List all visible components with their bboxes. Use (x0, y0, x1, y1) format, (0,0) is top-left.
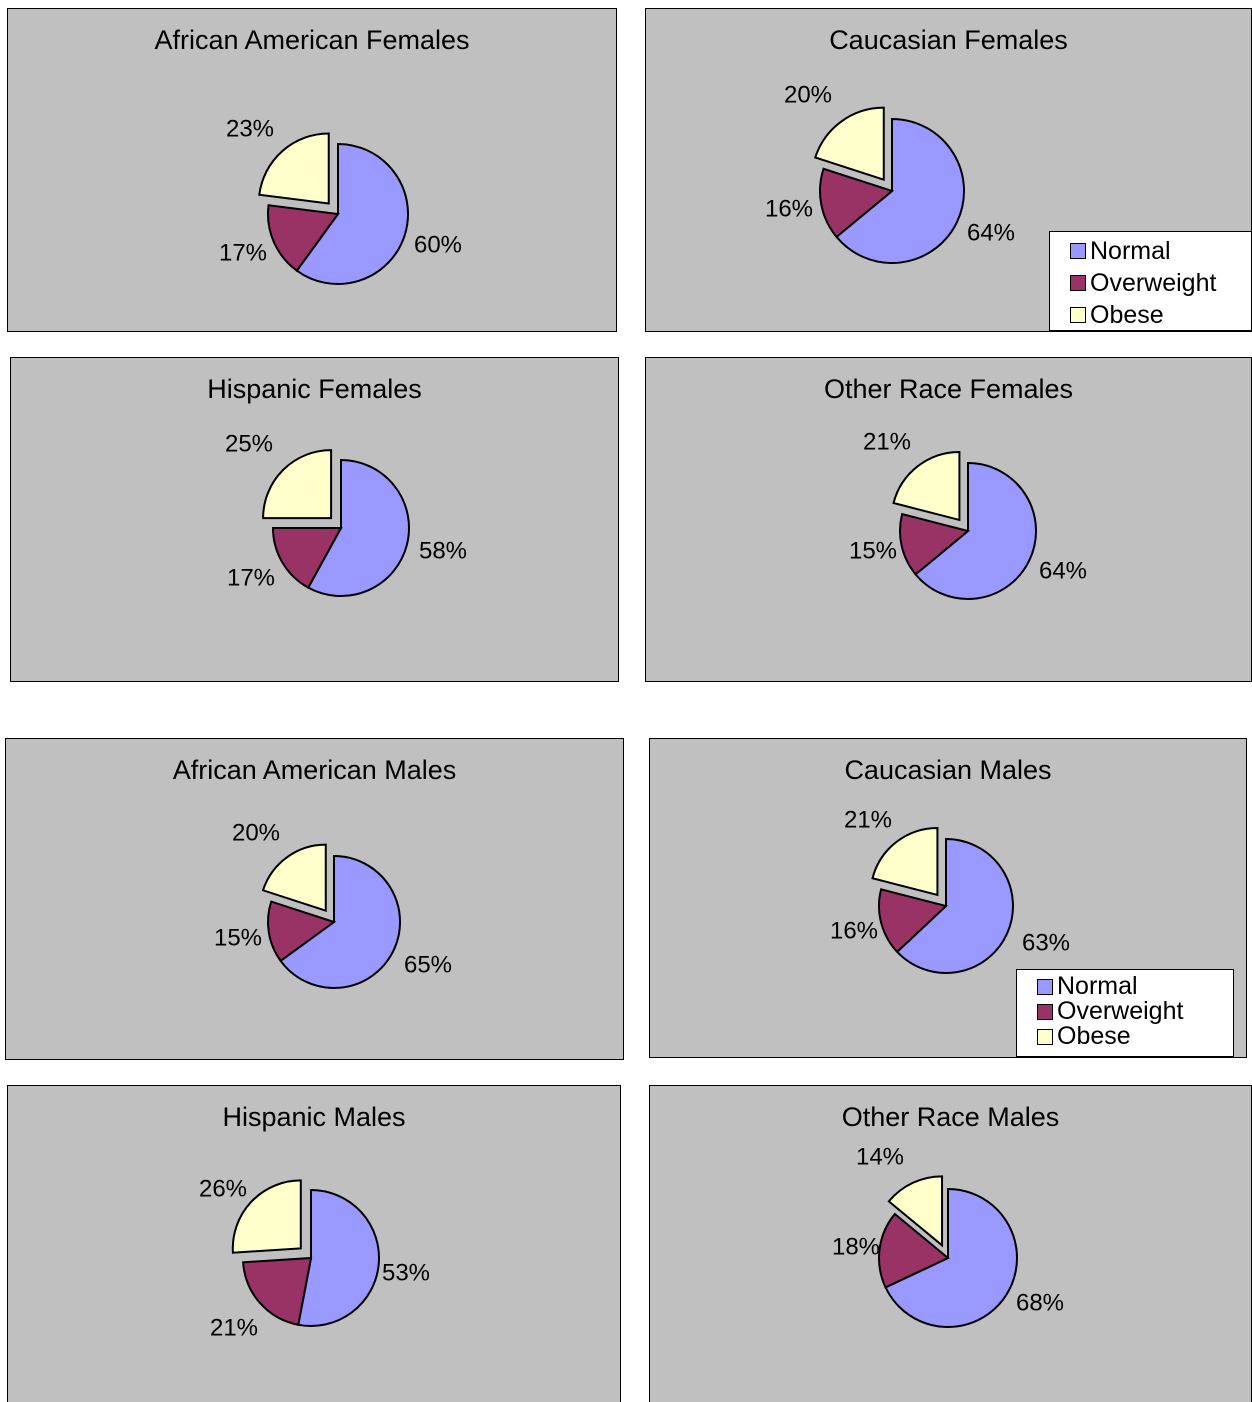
data-label-overweight: 15% (849, 538, 897, 565)
pie-slice-normal (835, 117, 965, 264)
chart-panel-other-race-males: Other Race Males 68% 18% 14% (649, 1085, 1252, 1402)
pie-chart: 53% 21% 26% (199, 1176, 430, 1342)
pie-slice-normal (306, 458, 410, 597)
data-label-obese: 20% (784, 82, 832, 109)
data-label-normal: 68% (1016, 1290, 1064, 1317)
pie-chart: 65% 15% 20% (214, 820, 452, 989)
legend-swatch-overweight (1037, 1003, 1053, 1020)
chart-panel-hispanic-males: Hispanic Males 53% 21% 26% (7, 1085, 621, 1402)
pie-slice-overweight (267, 204, 340, 273)
legend-label: Overweight (1090, 268, 1217, 297)
legend-swatch-obese (1037, 1028, 1053, 1045)
pie-slice-overweight (267, 900, 337, 963)
data-label-overweight: 18% (832, 1234, 880, 1261)
pie-slice-normal (895, 837, 1014, 974)
pie-slice-normal (295, 142, 409, 285)
legend-item-obese: Obese (1070, 299, 1251, 331)
pie-chart: 63% 16% 21% (830, 807, 1070, 974)
data-label-overweight: 15% (214, 925, 262, 952)
pie-slice-normal (914, 461, 1037, 600)
chart-panel-hispanic-females: Hispanic Females 58% 17% 25% (10, 357, 619, 682)
chart-title: African American Males (172, 755, 457, 785)
data-label-obese: 20% (232, 820, 280, 847)
legend-label: Normal (1057, 972, 1138, 1000)
legend: Normal Overweight Obese (1049, 231, 1251, 331)
legend-item-normal: Normal (1037, 972, 1233, 1000)
pie-slice-overweight (242, 1256, 313, 1326)
chart-title: Other Race Females (823, 374, 1074, 404)
data-label-normal: 64% (967, 220, 1015, 247)
pie-slice-normal (279, 854, 401, 989)
legend-item-overweight: Overweight (1037, 997, 1233, 1025)
data-label-overweight: 16% (830, 918, 878, 945)
chart-title: Hispanic Females (207, 374, 422, 404)
legend-swatch-overweight (1070, 275, 1086, 291)
pie-slice-obese (892, 450, 961, 522)
legend-label: Obese (1090, 300, 1164, 329)
legend-label: Overweight (1057, 997, 1184, 1025)
data-label-overweight: 17% (227, 565, 275, 592)
pie-slice-normal (884, 1187, 1018, 1328)
pie-slice-obese (258, 132, 330, 205)
data-label-obese: 14% (856, 1144, 904, 1171)
chart-title: Caucasian Males (844, 755, 1052, 785)
pie-slice-overweight (878, 888, 949, 954)
data-label-normal: 65% (404, 952, 452, 979)
pie-slice-obese (887, 1175, 944, 1248)
pie-chart: 58% 17% 25% (225, 431, 467, 597)
chart-panel-caucasian-females: Caucasian Females 64% 16% 20% Normal Overweig… (645, 8, 1252, 332)
pie-chart: 68% 18% 14% (832, 1144, 1064, 1328)
legend-swatch-obese (1070, 307, 1086, 323)
legend-swatch-normal (1070, 243, 1086, 259)
legend-label: Normal (1090, 236, 1171, 265)
data-label-obese: 21% (844, 807, 892, 834)
data-label-normal: 53% (382, 1260, 430, 1287)
legend-item-normal: Normal (1070, 235, 1251, 267)
data-label-normal: 63% (1022, 930, 1070, 957)
data-label-normal: 58% (419, 538, 467, 565)
chart-panel-caucasian-males: Caucasian Males 63% 16% 21% Normal Overweight… (649, 738, 1247, 1058)
data-label-normal: 60% (414, 232, 462, 259)
chart-title: African American Females (154, 25, 470, 55)
pie-slice-obese (231, 1179, 302, 1254)
data-label-overweight: 21% (210, 1315, 258, 1342)
pie-slice-overweight (878, 1212, 950, 1289)
pie-slice-obese (262, 449, 333, 520)
pie-slice-obese (871, 826, 939, 897)
data-label-obese: 25% (225, 431, 273, 458)
data-label-obese: 21% (863, 429, 911, 456)
pie-slice-obese (261, 843, 327, 913)
chart-panel-african-american-males: African American Males 65% 15% 20% (5, 738, 624, 1060)
pie-slice-normal (297, 1188, 380, 1327)
pie-chart: 60% 17% 23% (219, 116, 462, 285)
legend-item-overweight: Overweight (1070, 267, 1251, 299)
data-label-obese: 23% (226, 116, 274, 143)
data-label-normal: 64% (1039, 558, 1087, 585)
chart-title: Other Race Males (841, 1102, 1060, 1132)
pie-slice-overweight (271, 527, 343, 589)
chart-panel-other-race-females: Other Race Females 64% 15% 21% (645, 357, 1252, 682)
pie-slice-overweight (899, 512, 971, 576)
legend: Normal Overweight Obese (1016, 969, 1234, 1057)
legend-item-obese: Obese (1037, 1022, 1233, 1050)
pie-slice-obese (814, 106, 885, 182)
legend-label: Obese (1057, 1022, 1131, 1050)
legend-swatch-normal (1037, 978, 1053, 995)
data-label-overweight: 17% (219, 240, 267, 267)
data-label-overweight: 16% (765, 196, 813, 223)
pie-chart: 64% 16% 20% (765, 82, 1015, 264)
chart-panel-african-american-females: African American Females 60% 17% 23% (7, 8, 617, 332)
chart-title: Caucasian Females (829, 25, 1068, 55)
data-label-obese: 26% (199, 1176, 247, 1203)
chart-title: Hispanic Males (222, 1102, 406, 1132)
pie-chart: 64% 15% 21% (849, 429, 1087, 600)
pie-slice-overweight (819, 167, 895, 239)
